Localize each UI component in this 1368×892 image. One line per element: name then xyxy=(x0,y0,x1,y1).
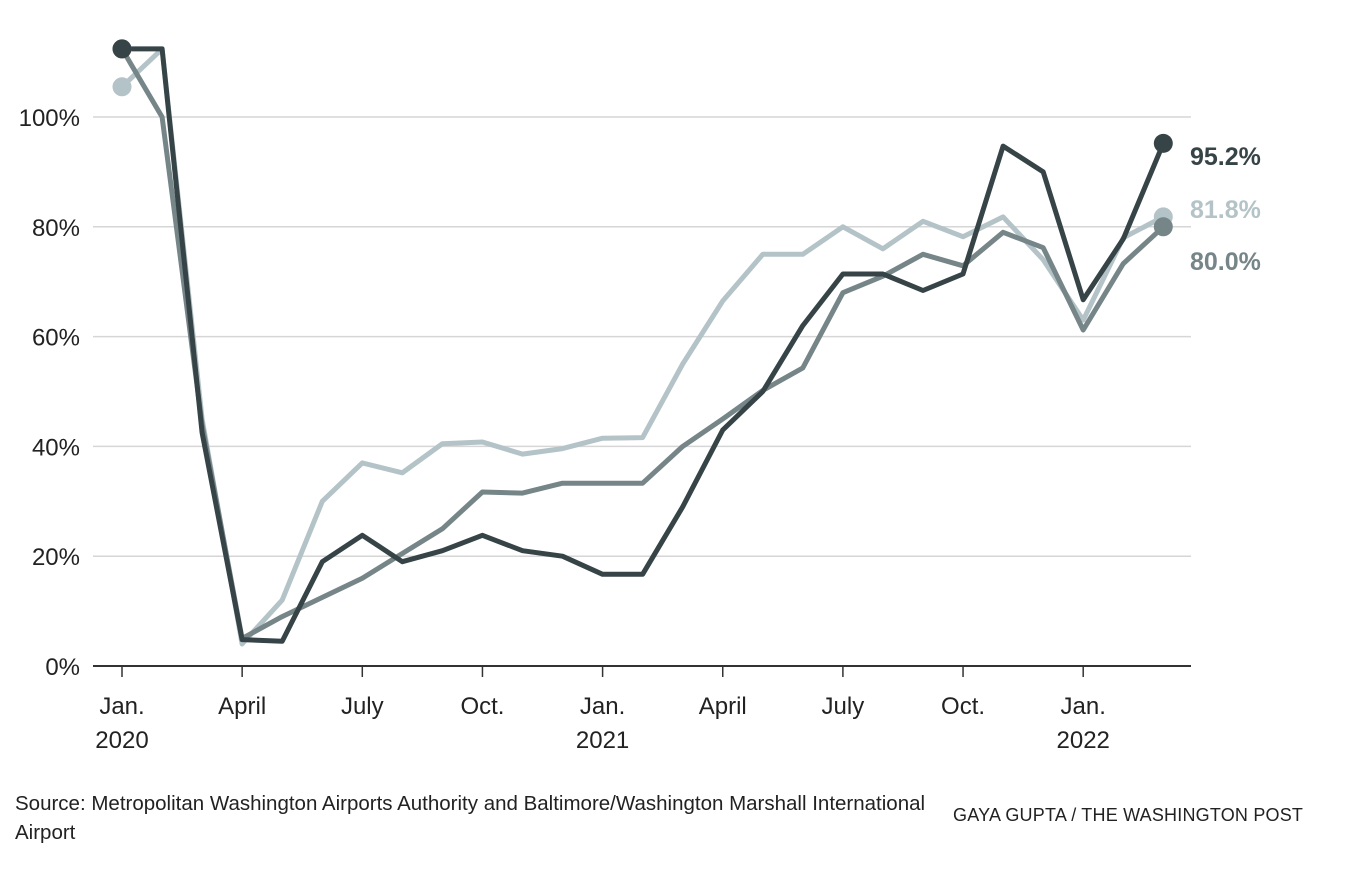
x-tick-label: Oct. xyxy=(941,693,985,720)
series-line-3 xyxy=(119,46,1166,644)
x-tick-label: April xyxy=(699,693,747,720)
x-tick-year-label: 2020 xyxy=(95,727,148,754)
x-tick-label: July xyxy=(341,693,384,720)
source-note: Source: Metropolitan Washington Airports… xyxy=(15,792,926,844)
x-tick-label: April xyxy=(218,693,266,720)
x-tick-label: Jan. xyxy=(1061,693,1106,720)
end-value-label-1: 81.8% xyxy=(1190,196,1261,224)
y-tick-label: 40% xyxy=(32,434,80,461)
series-line-1 xyxy=(119,46,1166,647)
gridlines xyxy=(93,116,1191,557)
x-tick-label: July xyxy=(822,693,865,720)
series-end-marker-3 xyxy=(1153,133,1173,153)
x-tick-label: Jan. xyxy=(99,693,144,720)
y-tick-label: 80% xyxy=(32,215,80,242)
credit-line: GAYA GUPTA / THE WASHINGTON POST xyxy=(953,805,1304,825)
y-tick-label: 60% xyxy=(32,325,80,352)
x-tick-year-label: 2021 xyxy=(576,727,629,754)
x-tick-label: Oct. xyxy=(460,693,504,720)
series-end-marker-2 xyxy=(1153,217,1173,237)
series-start-marker-1 xyxy=(112,77,132,97)
axes: 0% 20% 40% 60% 80% 100% Jan. 2020 April July Oct. J… xyxy=(19,105,1191,754)
y-tick-label: 20% xyxy=(32,544,80,571)
y-tick-label: 100% xyxy=(19,105,80,132)
end-value-label-3: 95.2% xyxy=(1190,143,1261,171)
series-line-2 xyxy=(119,46,1166,641)
end-labels: 81.8% 80.0% 95.2% xyxy=(1190,143,1261,276)
y-tick-label: 0% xyxy=(45,654,80,681)
series-start-marker-3 xyxy=(112,39,132,59)
series-lines xyxy=(112,39,1173,647)
end-value-label-2: 80.0% xyxy=(1190,248,1261,276)
x-tick-label: Jan. xyxy=(580,693,625,720)
x-tick-year-label: 2022 xyxy=(1057,727,1110,754)
